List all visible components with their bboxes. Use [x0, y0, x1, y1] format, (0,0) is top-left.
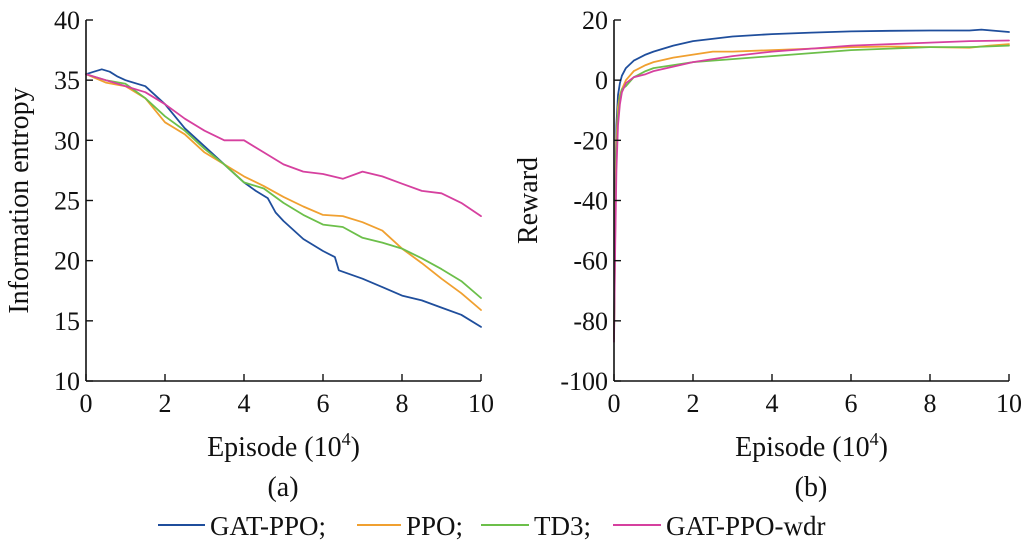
x-axis-title-exponent: 4 [342, 429, 351, 449]
x-tick-label: 2 [687, 389, 700, 418]
x-axis-title-main: Episode (10 [207, 432, 342, 463]
panel-label: (b) [795, 472, 828, 503]
y-tick-label: 0 [595, 66, 608, 95]
y-tick-label: -60 [573, 247, 608, 276]
x-tick-label: 0 [608, 389, 621, 418]
panel-label: (a) [267, 472, 298, 503]
series-line-gat-ppo [613, 28, 1010, 337]
x-tick-label: 6 [845, 389, 858, 418]
series-line-gat-ppo-wdr [85, 73, 482, 218]
x-axis-title: Episode (104) [207, 429, 360, 463]
y-tick-label: 30 [54, 126, 80, 155]
x-tick-label: 10 [996, 389, 1022, 418]
series-line-gat-ppo [85, 68, 482, 328]
y-tick-label: -40 [573, 187, 608, 216]
x-axis-title-close: ) [351, 432, 360, 463]
legend-label-gat-ppo-wdr: GAT-PPO-wdr [666, 511, 826, 541]
y-tick-label: 15 [54, 307, 80, 336]
y-tick-label: 10 [54, 367, 80, 396]
legend: GAT-PPO; PPO; TD3; GAT-PPO-wdr [158, 511, 826, 541]
x-tick-label: 8 [924, 389, 937, 418]
x-tick-label: 0 [80, 389, 93, 418]
x-tick-label: 10 [468, 389, 494, 418]
series-line-gat-ppo-wdr [613, 39, 1010, 343]
x-axis-title: Episode (104) [735, 429, 888, 463]
y-tick-label: 40 [54, 6, 80, 35]
x-tick-label: 8 [396, 389, 409, 418]
x-axis-title-close: ) [879, 432, 888, 463]
x-tick-label: 4 [238, 389, 251, 418]
x-tick-label: 6 [317, 389, 330, 418]
x-tick-label: 2 [159, 389, 172, 418]
x-tick-label: 4 [766, 389, 779, 418]
legend-label-gat-ppo: GAT-PPO; [210, 511, 326, 541]
y-tick-label: 35 [54, 66, 80, 95]
y-tick-label: 20 [54, 247, 80, 276]
series-line-ppo [85, 73, 482, 311]
y-tick-label: -20 [573, 126, 608, 155]
y-axis-title: Information entropy [4, 87, 35, 313]
legend-label-td3: TD3; [534, 511, 591, 541]
y-axis-title: Reward [513, 157, 544, 244]
legend-label-ppo: PPO; [406, 511, 463, 541]
series-line-td3 [613, 44, 1010, 340]
x-axis-title-main: Episode (10 [735, 432, 870, 463]
x-axis-title-exponent: 4 [870, 429, 879, 449]
y-tick-label: 25 [54, 187, 80, 216]
y-tick-label: -100 [560, 367, 608, 396]
series-line-td3 [85, 73, 482, 299]
y-tick-label: 20 [582, 6, 608, 35]
y-tick-label: -80 [573, 307, 608, 336]
series-line-ppo [613, 43, 1010, 340]
